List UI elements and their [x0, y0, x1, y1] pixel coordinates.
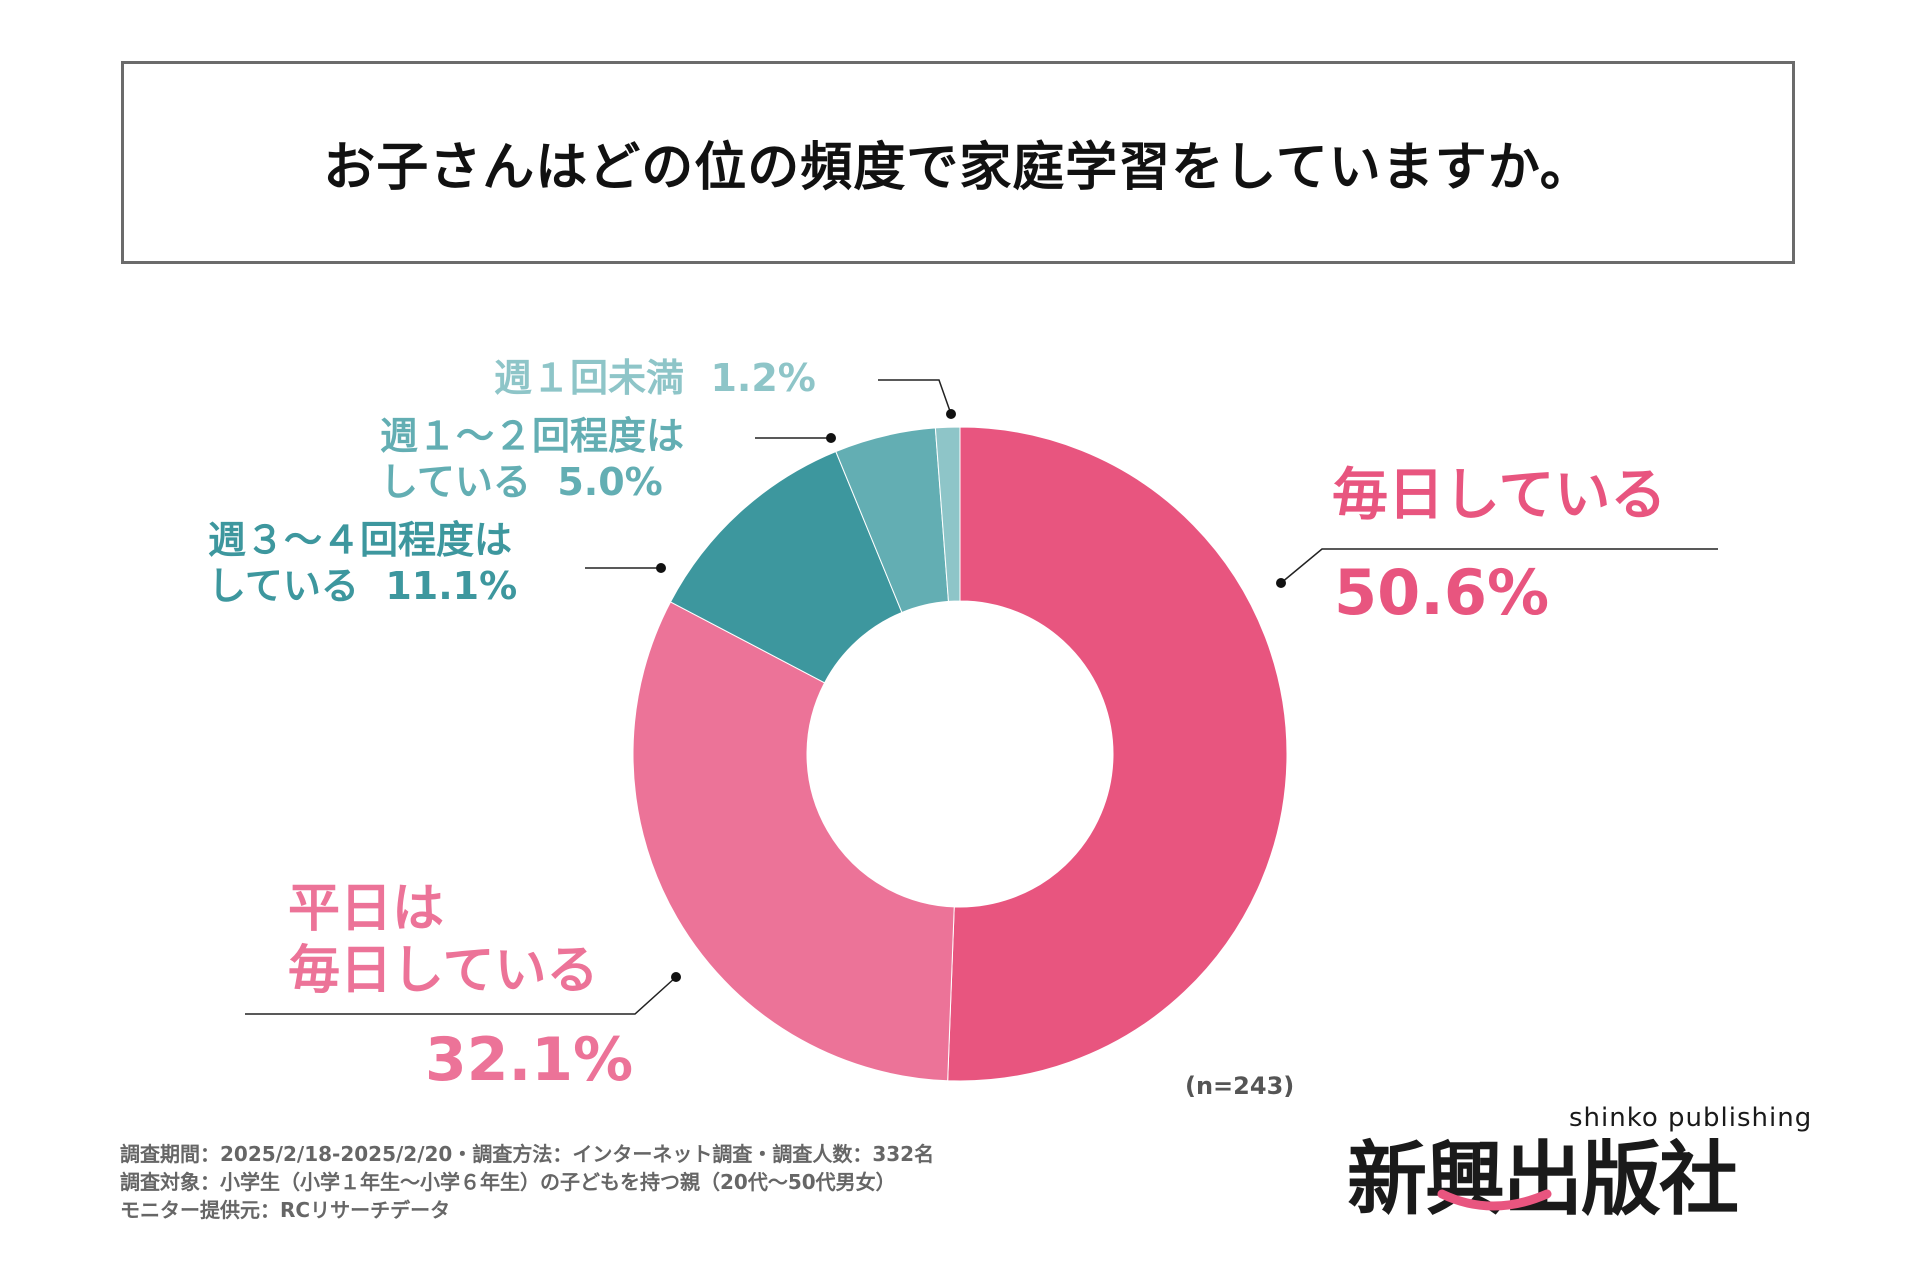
slice-label-weekly-less-1: 週１回未満 1.2%: [494, 356, 816, 400]
donut-slice-2: [669, 450, 903, 684]
leader-line-weekly-less-1: [878, 379, 952, 415]
smile-accent-icon: [1437, 1189, 1552, 1211]
leader-line-daily: [1280, 548, 1718, 584]
slice-label-daily: 毎日している: [1332, 463, 1667, 528]
leader-line-weekdays: [245, 976, 677, 1015]
sample-size: (n=243): [1185, 1072, 1295, 1100]
publisher-logo: shinko publishing 新興出版社: [1347, 1103, 1813, 1226]
leader-dot: [1276, 578, 1286, 588]
slice-label-weekly-1-2: 週１～２回程度は している 5.0%: [380, 414, 685, 504]
slice-label-weekly-3-4: 週３～４回程度は している 11.1%: [208, 518, 518, 608]
leader-dot: [671, 972, 681, 982]
donut-slice-0: [947, 426, 1288, 1082]
donut-slice-1: [632, 601, 955, 1082]
slice-value-daily: 50.6%: [1334, 556, 1550, 629]
chart-title: お子さんはどの位の頻度で家庭学習をしていますか。: [323, 138, 1593, 198]
donut-slice-4: [934, 426, 961, 602]
slice-label-weekdays: 平日は 毎日している: [288, 879, 599, 1002]
leader-dot: [946, 409, 956, 419]
title-box: お子さんはどの位の頻度で家庭学習をしていますか。: [121, 61, 1795, 264]
slice-value-weekdays: 32.1%: [425, 1025, 634, 1095]
leader-dot: [656, 563, 666, 573]
leader-dot: [826, 433, 836, 443]
survey-notes: 調査期間：2025/2/18-2025/2/20・調査方法：インターネット調査・…: [120, 1142, 935, 1222]
